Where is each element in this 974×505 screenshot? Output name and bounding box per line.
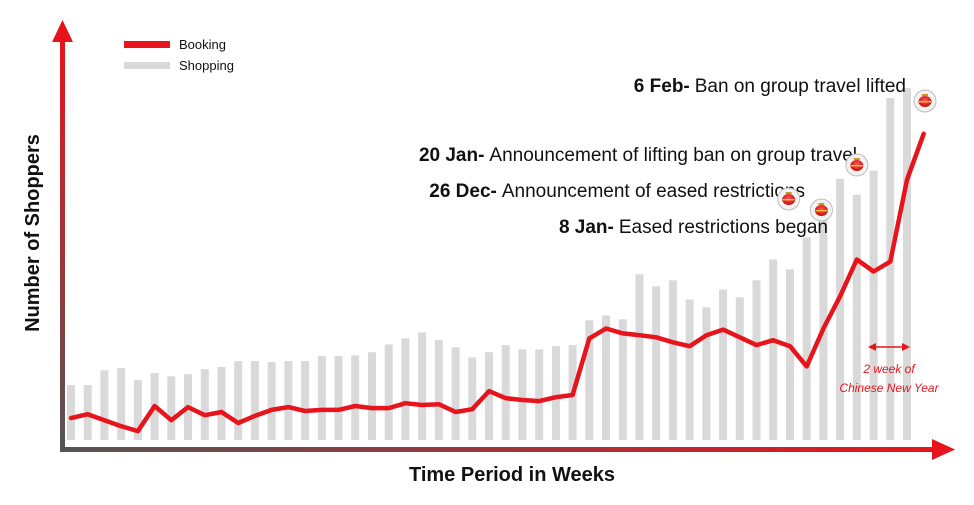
shopping-bar <box>702 307 711 441</box>
shopping-bar <box>434 340 443 440</box>
legend: Booking Shopping <box>124 37 234 73</box>
annotation-date: 8 Jan- <box>559 217 614 238</box>
shopping-bar <box>368 352 376 440</box>
cny-arrow-right-head <box>902 343 910 351</box>
svg-text:26 Dec-Announcement of eased r: 26 Dec- Announcement of eased restriction… <box>429 181 805 202</box>
annotation-8-jan: 8 Jan- Eased restrictions began <box>559 217 828 238</box>
shopping-bar <box>351 355 360 440</box>
annotation-text: Announcement of lifting ban on group tra… <box>489 145 857 166</box>
lantern-icon <box>809 198 833 222</box>
lantern-icon <box>777 187 801 211</box>
booking-line <box>68 131 926 434</box>
y-axis-label: Number of Shoppers <box>22 134 44 332</box>
cny-note-line1: 2 week of <box>862 362 916 376</box>
shopping-bar <box>535 349 544 440</box>
y-axis-line <box>60 38 65 452</box>
shopping-bar <box>652 286 661 440</box>
shopping-bar <box>133 380 142 440</box>
annotation-text: Ban on group travel lifted <box>695 76 906 97</box>
shopping-bar <box>786 269 794 440</box>
shopping-bar <box>250 361 259 440</box>
legend-swatch-booking <box>124 41 170 48</box>
shopping-bar <box>418 332 427 440</box>
shopping-bar <box>869 170 878 440</box>
annotation-date: 6 Feb- <box>634 76 690 97</box>
shopping-bar <box>836 178 845 440</box>
svg-text:20 Jan-Announcement of lifting: 20 Jan- Announcement of lifting ban on gr… <box>419 145 857 166</box>
annotation-text: Announcement of eased restrictions <box>502 181 805 202</box>
shopping-bar <box>67 385 75 440</box>
y-axis-arrow <box>52 20 73 42</box>
shopping-bar <box>551 346 560 440</box>
shopping-bar <box>267 362 276 440</box>
shopping-bar <box>234 361 243 440</box>
shopping-bar <box>384 344 393 440</box>
lantern-icon <box>845 153 869 177</box>
shopping-bar <box>802 237 811 440</box>
legend-label-booking: Booking <box>179 37 226 52</box>
shopping-bar <box>401 338 410 440</box>
annotation-26-dec: 26 Dec- Announcement of eased restriction… <box>429 181 805 202</box>
annotation-markers <box>777 89 937 222</box>
shopping-bar <box>752 280 761 440</box>
legend-label-shopping: Shopping <box>179 58 234 73</box>
shopping-bar <box>769 259 778 440</box>
shopping-bar <box>618 319 627 440</box>
shopping-bar <box>334 356 343 440</box>
shopping-bar <box>668 280 677 440</box>
shopping-bar <box>585 320 594 440</box>
shopping-bar <box>685 299 694 440</box>
x-axis-label: Time Period in Weeks <box>409 464 615 486</box>
svg-text:6 Feb-Ban on group travel lift: 6 Feb- Ban on group travel lifted <box>634 76 906 97</box>
shopping-bar <box>167 376 176 440</box>
shopping-bar <box>518 349 527 440</box>
shopping-bar <box>100 370 109 440</box>
cny-note: 2 week of Chinese New Year <box>839 343 940 395</box>
shopping-bar <box>602 315 610 440</box>
shopping-bar <box>852 194 861 440</box>
annotation-date: 26 Dec- <box>429 181 497 202</box>
shopping-bar <box>301 361 310 440</box>
shopping-bar <box>886 98 895 440</box>
annotation-20-jan: 20 Jan- Announcement of lifting ban on gr… <box>419 145 857 166</box>
booking-line-series <box>68 131 926 434</box>
shopping-bar <box>735 297 744 440</box>
shopping-bar <box>903 88 911 440</box>
shopping-bars <box>67 88 911 441</box>
x-axis-arrow <box>932 439 955 460</box>
shopping-bar <box>284 361 293 440</box>
shopping-bar <box>719 289 728 440</box>
lantern-icon <box>913 89 937 113</box>
shopping-bar <box>217 367 226 440</box>
svg-text:8 Jan-Eased restrictions began: 8 Jan- Eased restrictions began <box>559 217 828 238</box>
annotation-text: Eased restrictions began <box>619 217 828 238</box>
legend-swatch-shopping <box>124 62 170 69</box>
annotation-date: 20 Jan- <box>419 145 484 166</box>
x-axis-line <box>60 447 936 452</box>
shopping-bar <box>635 274 644 440</box>
shopping-bar <box>468 357 477 440</box>
cny-note-line2: Chinese New Year <box>839 381 939 395</box>
shopping-bar <box>485 352 493 440</box>
shopping-bar <box>451 347 460 440</box>
shopping-bar <box>317 356 326 440</box>
annotation-6-feb: 6 Feb- Ban on group travel lifted <box>634 76 906 97</box>
shopping-bar <box>200 369 209 440</box>
cny-arrow-left-head <box>868 343 876 351</box>
shopping-bar <box>117 368 126 440</box>
shopping-bar <box>501 345 510 440</box>
